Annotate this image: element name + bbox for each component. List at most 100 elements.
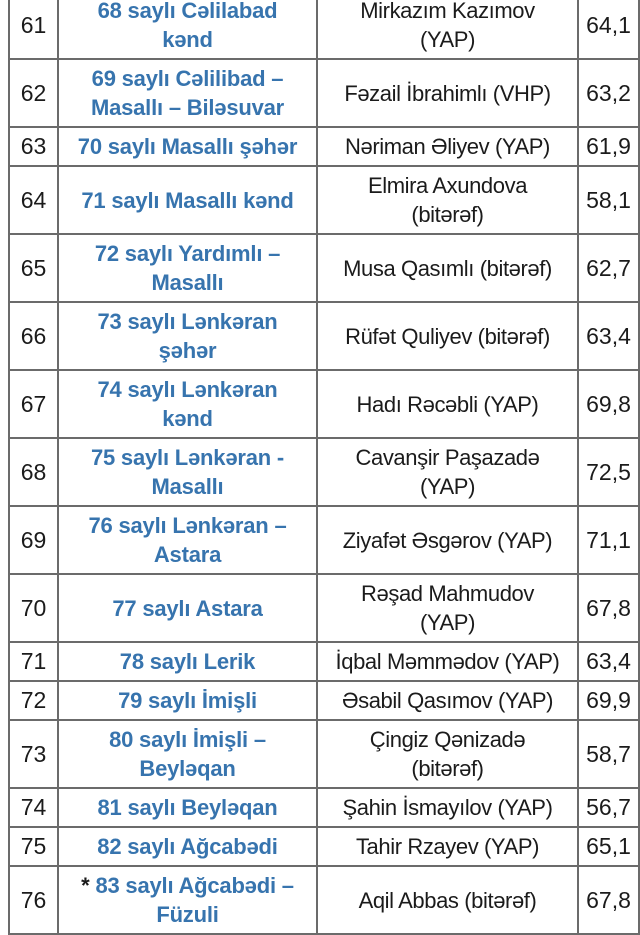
constituency-cell: 82 saylı Ağcabədi — [57, 826, 318, 867]
candidate-name: Fəzail İbrahimlı (VHP) — [316, 58, 579, 128]
result-percentage: 58,1 — [577, 165, 640, 235]
candidate-name: İqbal Məmmədov (YAP) — [316, 641, 579, 682]
constituency-link[interactable]: 74 saylı Lənkəran kənd — [97, 377, 278, 431]
constituency-cell: 75 saylı Lənkəran - Masallı — [57, 437, 318, 507]
result-percentage: 65,1 — [577, 826, 640, 867]
row-number: 71 — [8, 641, 59, 682]
result-percentage: 63,4 — [577, 641, 640, 682]
row-number: 76 — [8, 865, 59, 935]
row-number: 62 — [8, 58, 59, 128]
result-percentage: 71,1 — [577, 505, 640, 575]
row-number: 66 — [8, 301, 59, 371]
candidate-name: Tahir Rzayev (YAP) — [316, 826, 579, 867]
constituency-cell: 74 saylı Lənkəran kənd — [57, 369, 318, 439]
constituency-link[interactable]: 70 saylı Masallı şəhər — [77, 134, 298, 159]
constituency-link[interactable]: 68 saylı Cəlilabad kənd — [97, 0, 278, 52]
result-percentage: 63,2 — [577, 58, 640, 128]
table-row: 72 79 saylı İmişli Əsabil Qasımov (YAP) … — [8, 680, 640, 721]
table-row: 74 81 saylı Beyləqan Şahin İsmayılov (YA… — [8, 787, 640, 828]
row-number: 72 — [8, 680, 59, 721]
constituency-cell: 79 saylı İmişli — [57, 680, 318, 721]
row-number: 67 — [8, 369, 59, 439]
constituency-link[interactable]: 79 saylı İmişli — [118, 688, 257, 713]
row-number: 70 — [8, 573, 59, 643]
constituency-link[interactable]: 81 saylı Beyləqan — [97, 795, 278, 820]
table-row: 61 68 saylı Cəlilabad kənd Mirkazım Kazı… — [8, 0, 640, 60]
table-row: 68 75 saylı Lənkəran - Masallı Cavanşir … — [8, 437, 640, 507]
table-row: 73 80 saylı İmişli – Beyləqan Çingiz Qən… — [8, 719, 640, 789]
constituency-cell: * 83 saylı Ağcabədi – Füzuli — [57, 865, 318, 935]
election-results-table: 61 68 saylı Cəlilabad kənd Mirkazım Kazı… — [8, 0, 640, 935]
table-row: 67 74 saylı Lənkəran kənd Hadı Rəcəbli (… — [8, 369, 640, 439]
candidate-name: Nəriman Əliyev (YAP) — [316, 126, 579, 167]
constituency-cell: 78 saylı Lerik — [57, 641, 318, 682]
table-row: 69 76 saylı Lənkəran – Astara Ziyafət Əs… — [8, 505, 640, 575]
constituency-cell: 70 saylı Masallı şəhər — [57, 126, 318, 167]
constituency-link[interactable]: 72 saylı Yardımlı – Masallı — [94, 241, 281, 295]
constituency-link[interactable]: 78 saylı Lerik — [119, 649, 256, 674]
constituency-link[interactable]: 75 saylı Lənkəran - Masallı — [90, 445, 285, 499]
row-number: 65 — [8, 233, 59, 303]
constituency-link[interactable]: 77 saylı Astara — [112, 595, 263, 621]
result-percentage: 64,1 — [577, 0, 640, 60]
constituency-link[interactable]: 80 saylı İmişli – Beyləqan — [109, 727, 266, 781]
row-number: 63 — [8, 126, 59, 167]
constituency-link[interactable]: 76 saylı Lənkəran – Astara — [88, 513, 287, 567]
constituency-link[interactable]: 71 saylı Masallı kənd — [81, 187, 294, 213]
result-percentage: 62,7 — [577, 233, 640, 303]
candidate-name: Cavanşir Paşazadə (YAP) — [316, 437, 579, 507]
row-number: 61 — [8, 0, 59, 60]
result-percentage: 67,8 — [577, 573, 640, 643]
constituency-cell: 71 saylı Masallı kənd — [57, 165, 318, 235]
table-row: 70 77 saylı Astara Rəşad Mahmudov (YAP) … — [8, 573, 640, 643]
constituency-cell: 76 saylı Lənkəran – Astara — [57, 505, 318, 575]
candidate-name: Mirkazım Kazımov (YAP) — [316, 0, 579, 60]
candidate-name: Musa Qasımlı (bitərəf) — [316, 233, 579, 303]
row-number: 73 — [8, 719, 59, 789]
table-row: 75 82 saylı Ağcabədi Tahir Rzayev (YAP) … — [8, 826, 640, 867]
constituency-cell: 72 saylı Yardımlı – Masallı — [57, 233, 318, 303]
candidate-name: Ziyafət Əsgərov (YAP) — [316, 505, 579, 575]
result-percentage: 56,7 — [577, 787, 640, 828]
table-row: 71 78 saylı Lerik İqbal Məmmədov (YAP) 6… — [8, 641, 640, 682]
table-row: 76 * 83 saylı Ağcabədi – Füzuli Aqil Abb… — [8, 865, 640, 935]
row-number: 75 — [8, 826, 59, 867]
candidate-name: Əsabil Qasımov (YAP) — [316, 680, 579, 721]
candidate-name: Rüfət Quliyev (bitərəf) — [316, 301, 579, 371]
candidate-name: Hadı Rəcəbli (YAP) — [316, 369, 579, 439]
result-percentage: 67,8 — [577, 865, 640, 935]
result-percentage: 63,4 — [577, 301, 640, 371]
constituency-link[interactable]: 69 saylı Cəlilibad – Masallı – Biləsuvar — [90, 66, 285, 120]
result-percentage: 61,9 — [577, 126, 640, 167]
candidate-name: Aqil Abbas (bitərəf) — [316, 865, 579, 935]
result-percentage: 69,8 — [577, 369, 640, 439]
constituency-cell: 68 saylı Cəlilabad kənd — [57, 0, 318, 60]
candidate-name: Şahin İsmayılov (YAP) — [316, 787, 579, 828]
row-number: 74 — [8, 787, 59, 828]
constituency-cell: 77 saylı Astara — [57, 573, 318, 643]
constituency-link[interactable]: 73 saylı Lənkəran şəhər — [97, 309, 278, 363]
result-percentage: 69,9 — [577, 680, 640, 721]
constituency-link[interactable]: 82 saylı Ağcabədi — [97, 834, 278, 859]
result-percentage: 72,5 — [577, 437, 640, 507]
constituency-link[interactable]: 83 saylı Ağcabədi – Füzuli — [95, 873, 294, 927]
constituency-prefix: * — [81, 873, 96, 898]
table-row: 66 73 saylı Lənkəran şəhər Rüfət Quliyev… — [8, 301, 640, 371]
constituency-cell: 69 saylı Cəlilibad – Masallı – Biləsuvar — [57, 58, 318, 128]
row-number: 68 — [8, 437, 59, 507]
constituency-cell: 80 saylı İmişli – Beyləqan — [57, 719, 318, 789]
candidate-name: Elmira Axundova (bitərəf) — [316, 165, 579, 235]
results-table-container: 61 68 saylı Cəlilabad kənd Mirkazım Kazı… — [8, 0, 640, 935]
table-row: 62 69 saylı Cəlilibad – Masallı – Biləsu… — [8, 58, 640, 128]
results-table-body: 61 68 saylı Cəlilabad kənd Mirkazım Kazı… — [8, 0, 640, 935]
candidate-name: Rəşad Mahmudov (YAP) — [316, 573, 579, 643]
row-number: 64 — [8, 165, 59, 235]
constituency-cell: 81 saylı Beyləqan — [57, 787, 318, 828]
row-number: 69 — [8, 505, 59, 575]
constituency-cell: 73 saylı Lənkəran şəhər — [57, 301, 318, 371]
table-row: 65 72 saylı Yardımlı – Masallı Musa Qası… — [8, 233, 640, 303]
table-row: 63 70 saylı Masallı şəhər Nəriman Əliyev… — [8, 126, 640, 167]
result-percentage: 58,7 — [577, 719, 640, 789]
table-row: 64 71 saylı Masallı kənd Elmira Axundova… — [8, 165, 640, 235]
candidate-name: Çingiz Qənizadə (bitərəf) — [316, 719, 579, 789]
